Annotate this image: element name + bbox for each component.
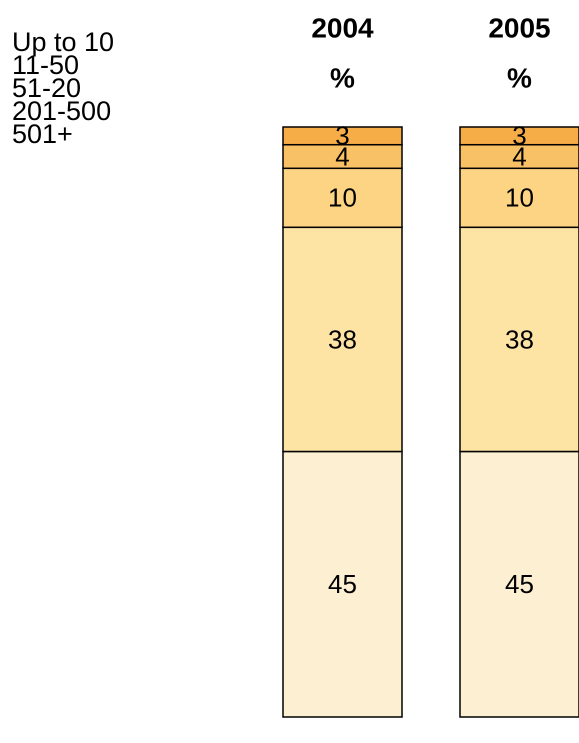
bar-segment [282,126,403,146]
legend-label: 501+ [12,119,73,149]
legend-label: 11-50 [12,50,79,80]
bar-segment [282,226,403,453]
column-unit: % [330,62,355,93]
legend-label: Up to 10 [12,27,114,57]
data-label: 10 [505,183,534,213]
legend-label: 201-500 [12,96,111,126]
data-label: 4 [335,141,349,171]
data-label: 3 [335,121,349,151]
data-label: 3 [512,121,526,151]
data-label: 10 [328,183,357,213]
data-label: 38 [505,324,534,354]
column-unit: % [507,62,532,93]
bar-segment [459,126,579,146]
data-label: 45 [505,569,534,599]
bar-segment [459,226,579,453]
data-label: 38 [328,324,357,354]
bar-segment [459,450,579,718]
data-label: 45 [328,569,357,599]
bar-segment [282,450,403,718]
column-header: 2004 [311,12,374,43]
data-label: 4 [512,141,526,171]
bar-segment [459,167,579,229]
legend-label: 51-20 [12,73,81,103]
column-header: 2005 [488,12,550,43]
